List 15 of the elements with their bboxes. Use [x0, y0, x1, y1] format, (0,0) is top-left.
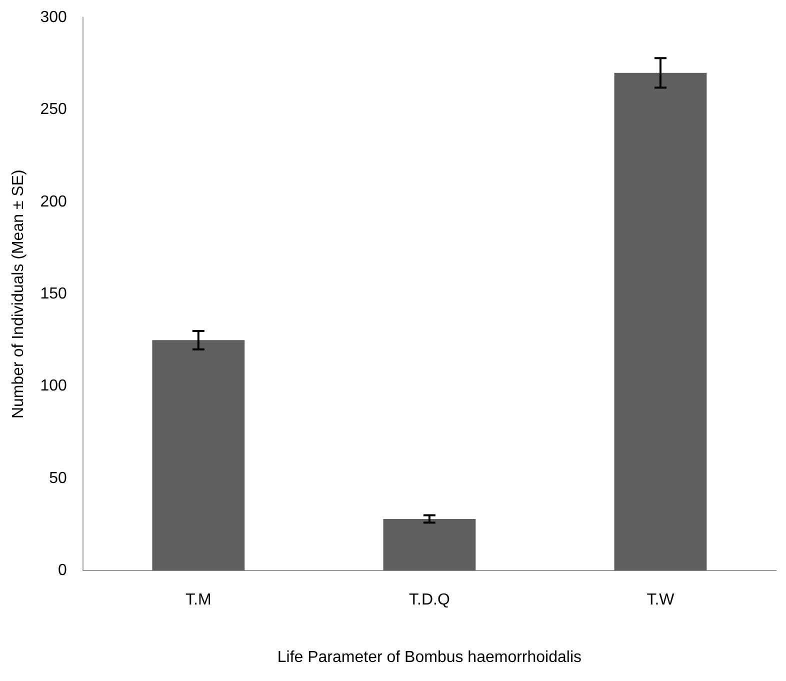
x-axis-title: Life Parameter of Bombus haemorrhoidalis — [277, 648, 582, 666]
x-tick-label: T.W — [646, 592, 676, 609]
y-tick-label: 50 — [49, 470, 67, 487]
y-tick-label: 100 — [40, 378, 67, 395]
y-tick-label: 250 — [40, 101, 67, 118]
y-axis-title: Number of Individuals (Mean ± SE) — [10, 170, 28, 419]
y-tick-label: 0 — [58, 562, 67, 580]
y-tick-label: 150 — [40, 286, 67, 303]
y-tick-label: 200 — [40, 193, 67, 210]
bar — [152, 340, 245, 571]
x-tick-label: T.M — [186, 592, 212, 609]
bar — [383, 518, 476, 571]
y-tick-label: 300 — [40, 9, 67, 26]
bar — [614, 72, 707, 571]
x-tick-label: T.D.Q — [409, 592, 450, 609]
